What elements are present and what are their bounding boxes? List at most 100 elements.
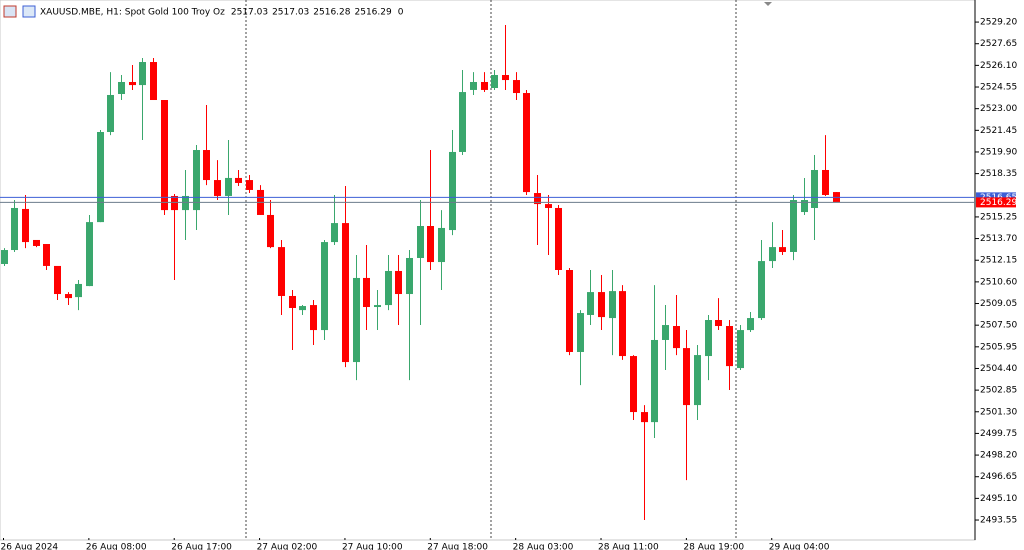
plot-area: [0, 0, 976, 541]
candle-body: [673, 326, 680, 349]
header-price: 2517.03: [231, 8, 268, 18]
x-tick-label: 28 Aug 03:00: [513, 543, 574, 550]
candle-body: [299, 306, 306, 311]
candle-body: [331, 223, 338, 243]
candle-body: [545, 204, 552, 208]
candle-body: [65, 294, 72, 299]
shift-marker: [764, 2, 772, 6]
candle-body: [523, 93, 530, 193]
y-tick-label: 2498.20: [980, 451, 1017, 461]
candle-body: [385, 270, 392, 306]
candle-body: [289, 295, 296, 308]
header-icons: [3, 5, 36, 18]
candle-body: [225, 177, 232, 196]
candle-body: [342, 223, 349, 363]
candle-body: [555, 207, 562, 270]
y-tick-label: 2515.25: [980, 212, 1017, 222]
header: XAUUSD.MBE, H1: Spot Gold 100 Troy Oz 25…: [40, 8, 404, 18]
candle-body: [150, 62, 157, 101]
candle-body: [513, 80, 520, 94]
y-tick-label: 2505.95: [980, 342, 1017, 352]
candle-body: [161, 100, 168, 211]
candle-body: [683, 348, 690, 406]
y-tick-label: 2523.00: [980, 104, 1017, 114]
candle-body: [481, 81, 488, 90]
candle-body: [459, 92, 466, 152]
candle-body: [577, 313, 584, 352]
candle-body: [811, 169, 818, 208]
candle-body: [203, 150, 210, 181]
ask-label-bg: [976, 192, 1016, 203]
candle-body: [43, 244, 50, 266]
y-tick-label: 2510.60: [980, 277, 1017, 287]
y-tick-label: 2495.10: [980, 494, 1017, 504]
candle-body: [747, 318, 754, 331]
candle-body: [171, 195, 178, 211]
candle-body: [737, 330, 744, 369]
candle-body: [374, 305, 381, 308]
candle-body: [22, 208, 29, 243]
candle-body: [470, 81, 477, 90]
candle-body: [33, 239, 40, 246]
marks: [1, 25, 840, 521]
candle-body: [822, 169, 829, 195]
y-tick-label: 2526.10: [980, 61, 1017, 71]
candle-body: [363, 277, 370, 308]
candle-body: [609, 291, 616, 319]
candle-body: [11, 207, 18, 251]
candle-body: [726, 326, 733, 367]
x-tick-label: 29 Aug 04:00: [769, 543, 830, 550]
y-tick-label: 2509.05: [980, 299, 1017, 309]
y-tick-label: 2524.55: [980, 83, 1017, 93]
candle-body: [353, 277, 360, 363]
candle-body: [630, 356, 637, 413]
y-tick-label: 2527.65: [980, 39, 1017, 49]
y-tick-label: 2507.50: [980, 321, 1017, 331]
x-tick-label: 27 Aug 18:00: [427, 543, 488, 550]
x-tick-label: 28 Aug 11:00: [598, 543, 659, 550]
candle-body: [502, 75, 509, 81]
candle-body: [321, 242, 328, 331]
candle-body: [598, 292, 605, 318]
y-tick-label: 2512.15: [980, 256, 1017, 266]
x-tick-label: 26 Aug 08:00: [86, 543, 147, 550]
y-tick-label: 2521.45: [980, 126, 1017, 136]
icon: [22, 5, 36, 18]
candle-body: [182, 195, 189, 211]
y-tick-label: 2518.35: [980, 169, 1017, 179]
candle-body: [587, 292, 594, 315]
candle-body: [193, 150, 200, 211]
y-tick-label: 2501.30: [980, 407, 1017, 417]
y-tick-label: 2493.55: [980, 516, 1017, 526]
candle-body: [235, 177, 242, 183]
candle-body: [75, 283, 82, 298]
candle-body: [779, 247, 786, 252]
candle-body: [758, 261, 765, 319]
candle-body: [491, 75, 498, 88]
candle-body: [54, 265, 61, 295]
candle-body: [417, 226, 424, 258]
y-tick-label: 2496.65: [980, 472, 1017, 482]
candle-body: [438, 227, 445, 263]
header-price: 2516.28: [313, 8, 350, 18]
candle-body: [641, 412, 648, 423]
candle-body: [449, 151, 456, 231]
bid-label-bg: [976, 197, 1016, 208]
chart-title: XAUUSD.MBE, H1: Spot Gold 100 Troy Oz: [40, 8, 225, 18]
candle-body: [566, 270, 573, 352]
candle-body: [107, 94, 114, 132]
candle-body: [694, 355, 701, 406]
x-tick-label: 28 Aug 19:00: [683, 543, 744, 550]
candle-body: [662, 325, 669, 340]
candle-body: [278, 247, 285, 296]
candle-body: [790, 200, 797, 252]
header-price: 2517.03: [272, 8, 309, 18]
icon: [3, 5, 17, 18]
bid-label: 2516.29: [980, 198, 1017, 208]
y-tick-label: 2519.90: [980, 147, 1017, 157]
candle-body: [769, 247, 776, 262]
candle-body: [86, 222, 93, 287]
x-tick-label: 26 Aug 17:00: [171, 543, 232, 550]
